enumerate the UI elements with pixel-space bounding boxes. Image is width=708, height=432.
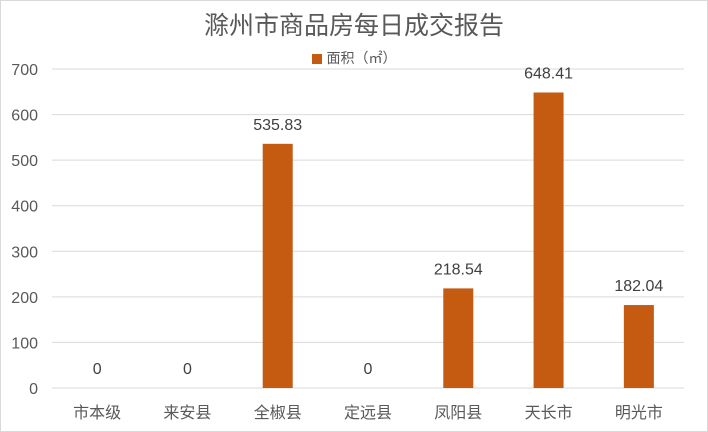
x-axis-categories: 市本级 来安县 全椒县 定远县 凤阳县 天长市 明光市 (73, 403, 663, 422)
chart-title: 滁州市商品房每日成交报告 (203, 11, 504, 40)
legend-swatch (311, 54, 322, 64)
x-category-label: 凤阳县 (434, 403, 482, 422)
y-axis-ticks: 0 100 200 300 400 500 600 700 (11, 62, 38, 398)
y-tick-label: 500 (11, 153, 38, 170)
data-label: 648.41 (524, 66, 573, 83)
x-category-label: 市本级 (73, 403, 121, 422)
bar (533, 92, 564, 388)
data-label: 0 (364, 361, 373, 378)
bar (623, 305, 654, 388)
x-category-label: 明光市 (615, 403, 663, 422)
grid-lines (52, 68, 684, 389)
x-category-label: 天长市 (525, 403, 573, 422)
y-tick-label: 300 (11, 244, 38, 261)
x-category-label: 来安县 (163, 403, 211, 422)
y-tick-label: 100 (11, 335, 38, 352)
bar (262, 143, 293, 388)
y-tick-label: 600 (11, 108, 38, 125)
y-tick-label: 700 (11, 62, 38, 79)
data-labels: 0 0 535.83 0 218.54 648.41 182.04 (93, 66, 664, 378)
legend-label: 面积（㎡） (326, 51, 397, 67)
data-label: 218.54 (434, 261, 483, 278)
data-label: 0 (93, 361, 102, 378)
x-category-label: 全椒县 (254, 403, 302, 422)
x-category-label: 定远县 (344, 403, 392, 422)
data-label: 535.83 (253, 117, 302, 134)
y-tick-label: 200 (11, 290, 38, 307)
bars (262, 92, 654, 388)
y-tick-label: 400 (11, 199, 38, 216)
data-label: 182.04 (614, 278, 663, 295)
chart-legend: 面积（㎡） (0, 48, 708, 68)
data-label: 0 (183, 361, 192, 378)
bar (443, 288, 474, 388)
y-tick-label: 0 (29, 381, 38, 398)
